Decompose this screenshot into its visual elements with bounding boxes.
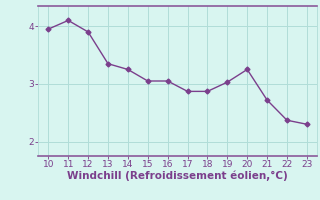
X-axis label: Windchill (Refroidissement éolien,°C): Windchill (Refroidissement éolien,°C) (67, 171, 288, 181)
